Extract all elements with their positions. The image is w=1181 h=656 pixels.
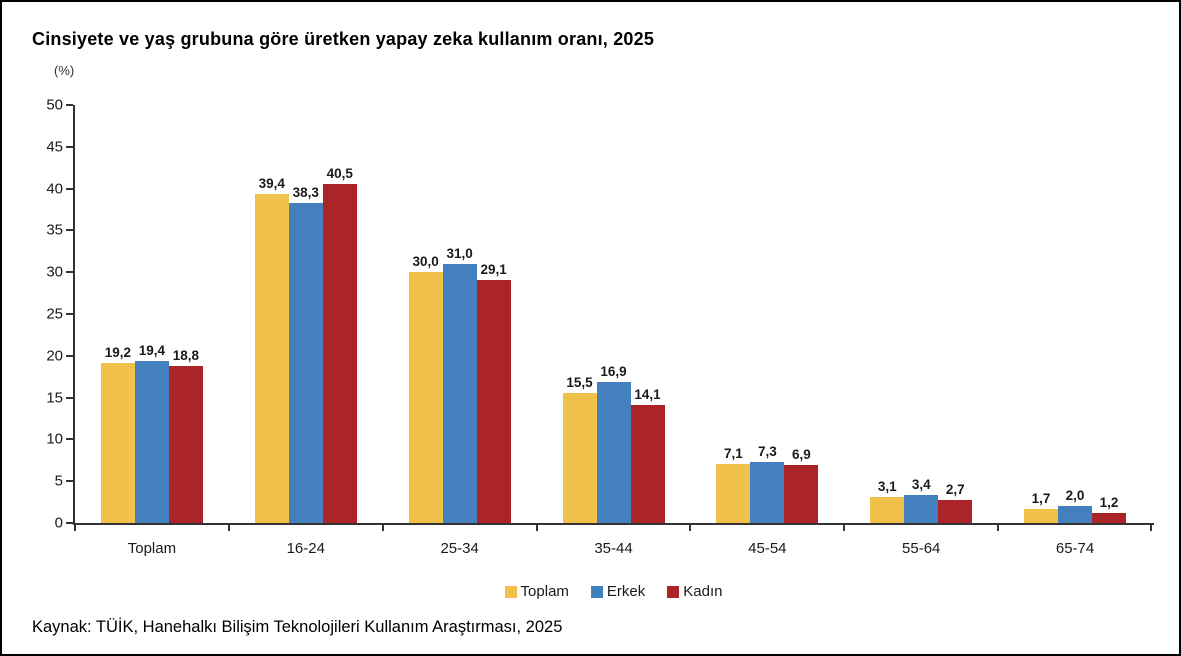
bar-kadın-55-64 [938,500,973,523]
value-label-kadın-16-24: 40,5 [326,166,353,182]
value-label-kadın-35-44: 14,1 [634,387,661,403]
x-axis-tick [1150,525,1152,531]
bar-erkek-55-64 [904,494,939,523]
value-label-erkek-16-24: 38,3 [292,184,319,200]
y-axis-tick [66,187,73,190]
bar-toplam-25-34 [408,272,443,523]
chart-title: Cinsiyete ve yaş grubuna göre üretken ya… [32,29,655,49]
legend-swatch-icon [590,585,603,598]
y-axis-tick-label: 10 [46,430,63,448]
value-label-erkek-45-54: 7,3 [757,443,777,459]
value-label-kadın-65-74: 1,2 [1099,494,1119,510]
bar-kadın-65-74 [1092,512,1127,523]
value-label-toplam-16-24: 39,4 [258,175,285,191]
x-axis-label-toplam: Toplam [127,540,177,557]
x-axis-tick [997,525,1000,531]
x-axis-label-16-24: 16-24 [286,540,325,557]
bar-kadın-25-34 [476,279,511,523]
bar-kadın-16-24 [322,184,357,523]
bar-erkek-toplam [134,360,169,523]
bar-kadın-toplam [168,365,203,523]
legend-swatch-icon [504,585,517,598]
y-axis-tick [66,522,73,524]
value-label-kadın-55-64: 2,7 [945,482,965,498]
y-axis-tick [66,438,73,441]
x-axis-line [73,523,1154,525]
bar-erkek-16-24 [288,202,323,523]
legend-label: Kadın [683,583,723,600]
value-label-erkek-65-74: 2,0 [1065,488,1085,504]
x-axis-label-55-64: 55-64 [902,540,941,557]
bar-toplam-16-24 [254,193,289,523]
bar-toplam-toplam [100,362,135,523]
y-axis-tick-label: 45 [46,138,63,156]
y-axis-tick [66,480,73,483]
x-axis-tick [843,525,846,531]
y-axis-tick [66,271,73,274]
y-axis-tick-label: 40 [46,180,63,198]
value-label-toplam-55-64: 3,1 [877,479,897,495]
y-axis-tick-label: 25 [46,305,63,323]
y-axis-tick [66,104,73,106]
value-label-erkek-25-34: 31,0 [446,245,473,261]
value-label-toplam-65-74: 1,7 [1031,490,1051,506]
bar-erkek-45-54 [750,461,785,523]
value-label-toplam-25-34: 30,0 [412,254,439,270]
y-axis-tick-label: 20 [46,347,63,365]
x-axis-label-35-44: 35-44 [594,540,633,557]
value-label-kadın-toplam: 18,8 [172,347,200,363]
x-axis-tick [227,525,230,531]
bar-erkek-35-44 [596,381,631,523]
value-label-toplam-35-44: 15,5 [566,375,593,391]
y-axis-tick [66,313,73,315]
x-axis-tick [381,525,384,531]
bar-erkek-65-74 [1058,506,1093,523]
bar-toplam-35-44 [562,393,597,523]
x-axis-tick [689,525,692,531]
x-axis-tick [74,525,76,531]
source-note: Kaynak: TÜİK, Hanehalkı Bilişim Teknoloj… [32,618,563,636]
value-label-kadın-25-34: 29,1 [480,261,507,277]
value-label-toplam-toplam: 19,2 [104,344,132,360]
y-axis-tick [66,354,73,357]
legend-label: Toplam [520,583,569,600]
y-axis-line [73,105,75,525]
y-axis-tick-label: 0 [54,514,63,532]
legend-item-erkek: Erkek [590,583,646,600]
bar-erkek-25-34 [442,263,477,523]
legend-swatch-icon [667,585,680,598]
bar-toplam-55-64 [870,497,905,523]
value-label-toplam-45-54: 7,1 [723,445,743,461]
value-label-erkek-toplam: 19,4 [138,342,166,358]
legend-item-kadın: Kadın [667,583,722,600]
legend: Toplam Erkek Kadın [75,583,1152,600]
value-label-erkek-35-44: 16,9 [600,363,627,379]
y-axis-tick-label: 35 [46,221,63,239]
legend-item-toplam: Toplam [504,583,569,600]
bar-kadın-45-54 [784,465,819,523]
y-axis-unit-label: (%) [54,63,75,78]
value-label-erkek-55-64: 3,4 [911,476,931,492]
y-axis-tick [66,145,73,148]
x-axis-label-45-54: 45-54 [748,540,787,557]
y-axis-tick-label: 15 [46,389,63,407]
x-axis-label-65-74: 65-74 [1055,540,1095,557]
value-label-kadın-45-54: 6,9 [791,447,811,463]
bar-toplam-45-54 [716,463,751,523]
x-axis-label-25-34: 25-34 [440,540,479,557]
y-axis-tick-label: 50 [46,96,63,114]
bar-kadın-35-44 [630,405,665,523]
y-axis-tick [66,229,73,232]
legend-label: Erkek [606,583,646,600]
y-axis-tick-label: 30 [46,263,63,281]
plot-area: 0 5 10 15 20 25 30 35 40 45 50 19,2 19,4 18,8 Toplam 39… [46,97,1154,557]
bar-toplam-65-74 [1024,508,1059,523]
y-axis-tick-label: 5 [54,472,63,490]
y-axis-tick [66,396,73,399]
x-axis-tick [535,525,538,531]
